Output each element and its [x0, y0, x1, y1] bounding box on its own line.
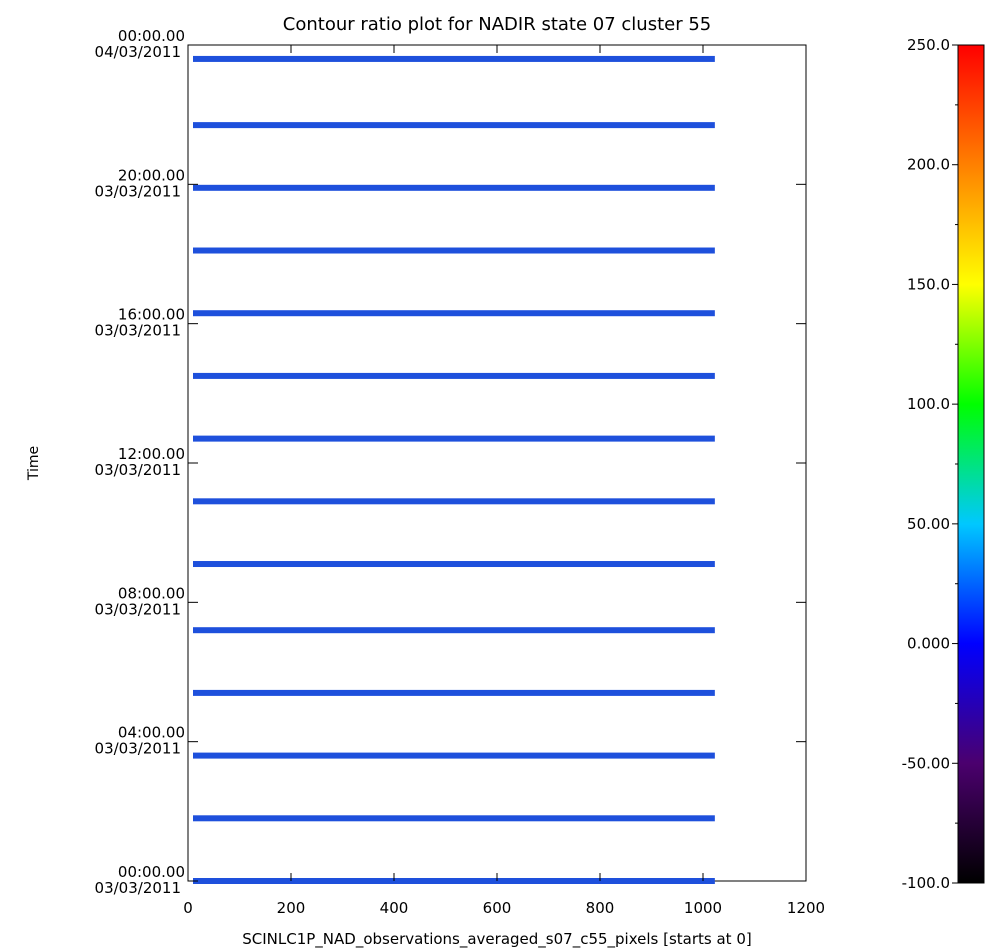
- observation-row-9: [193, 310, 715, 317]
- y-tick-time: 12:00.00: [118, 445, 185, 463]
- colorbar: [957, 44, 985, 884]
- x-tick-label: 600: [483, 899, 512, 917]
- y-tick-time: 20:00.00: [118, 166, 185, 184]
- colorbar-tick-label: 100.0: [907, 395, 950, 413]
- y-tick-date: 03/03/2011: [95, 740, 181, 758]
- x-tick-label: 0: [183, 899, 193, 917]
- y-tick-date: 03/03/2011: [95, 461, 181, 479]
- y-tick-date: 04/03/2011: [95, 43, 181, 61]
- x-tick-label: 200: [277, 899, 306, 917]
- x-axis-label: SCINLC1P_NAD_observations_averaged_s07_c…: [242, 930, 751, 949]
- observation-row-2: [193, 752, 715, 759]
- x-tick-label: 400: [380, 899, 409, 917]
- colorbar-tick-label: 150.0: [907, 275, 950, 293]
- y-tick-time: 04:00.00: [118, 724, 185, 742]
- chart-title: Contour ratio plot for NADIR state 07 cl…: [283, 14, 711, 35]
- observation-row-12: [193, 122, 715, 129]
- y-tick-time: 16:00.00: [118, 306, 185, 324]
- colorbar-axis: -100.0 -50.00 0.000 50.00 100.0 150.0 200.0 250…: [902, 36, 958, 892]
- colorbar-tick-label: 50.00: [907, 515, 950, 533]
- observation-row-7: [193, 435, 715, 442]
- colorbar-tick-label: 0.000: [907, 635, 950, 653]
- y-tick-date: 03/03/2011: [95, 322, 181, 340]
- x-tick-label: 800: [586, 899, 615, 917]
- y-tick-time: 00:00.00: [118, 27, 185, 45]
- observation-row-8: [193, 372, 715, 379]
- y-tick-time: 00:00.00: [118, 863, 185, 881]
- observation-row-5: [193, 561, 715, 568]
- y-axis-label: Time: [26, 446, 42, 481]
- y-tick-date: 03/03/2011: [95, 600, 181, 618]
- y-tick-date: 03/03/2011: [95, 879, 181, 897]
- observation-row-13: [193, 55, 715, 62]
- y-tick-time: 08:00.00: [118, 584, 185, 602]
- x-axis: 0 200 400 600 800 1000 1200: [183, 45, 825, 917]
- colorbar-tick-label: -50.00: [902, 754, 950, 772]
- x-tick-label: 1200: [787, 899, 825, 917]
- plot-frame: [187, 44, 807, 882]
- observation-row-6: [193, 498, 715, 505]
- observation-row-4: [193, 627, 715, 634]
- colorbar-tick-label: 250.0: [907, 36, 950, 54]
- observation-row-1: [193, 815, 715, 822]
- observation-row-3: [193, 689, 715, 696]
- colorbar-tick-label: 200.0: [907, 156, 950, 174]
- observation-rows: [193, 55, 715, 884]
- y-axis: 00:00.0003/03/201104:00.0003/03/201108:0…: [95, 27, 806, 897]
- observation-row-10: [193, 247, 715, 254]
- y-tick-date: 03/03/2011: [95, 182, 181, 200]
- observation-row-0: [193, 878, 715, 884]
- colorbar-tick-label: -100.0: [902, 874, 950, 892]
- observation-row-11: [193, 184, 715, 191]
- x-tick-label: 1000: [684, 899, 722, 917]
